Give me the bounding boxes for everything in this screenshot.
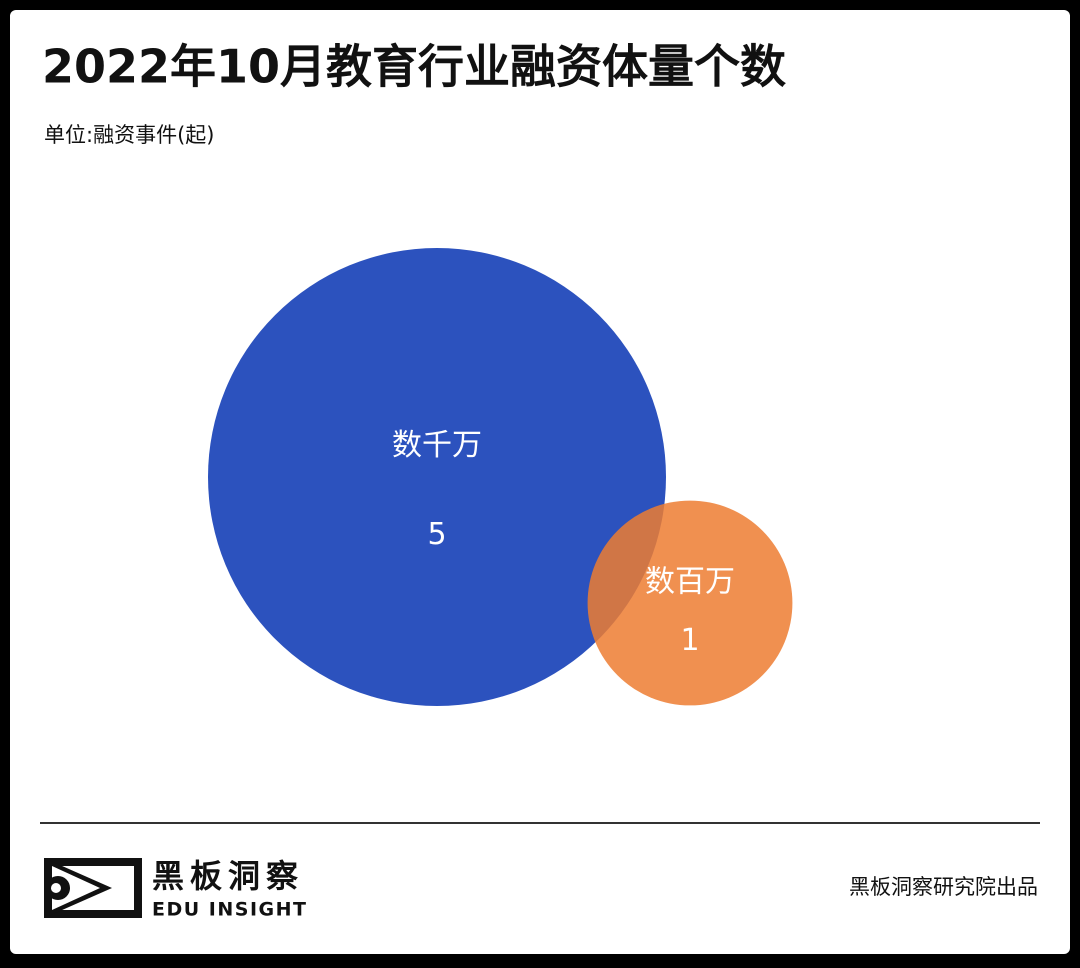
bubble-label: 数千万: [392, 428, 482, 463]
source: 黑板洞察研究院出品: [849, 875, 1038, 899]
bubble: [587, 500, 793, 706]
bubble-value: 1: [680, 623, 699, 658]
bubble: [208, 248, 666, 706]
chart-title: 2022年10月教育行业融资体量个数: [42, 40, 786, 94]
bubble-label: 数百万: [645, 564, 735, 599]
logo-mark: [44, 858, 142, 918]
brand-name-en: EDU INSIGHT: [152, 899, 307, 921]
bubble-value: 5: [427, 517, 446, 552]
brand-name: 黑板洞察: [152, 857, 304, 895]
chart-subtitle: 单位:融资事件(起): [44, 123, 214, 147]
